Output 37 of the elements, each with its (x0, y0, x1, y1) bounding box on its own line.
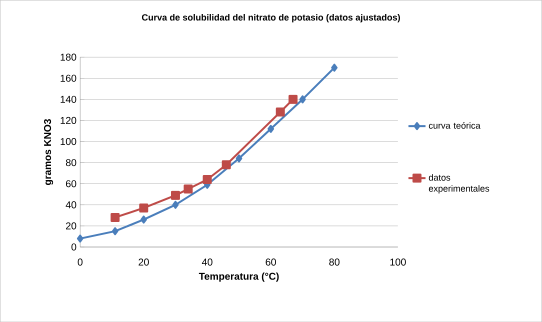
y-tick-label: 0 (71, 243, 76, 250)
x-tick-label: 20 (138, 258, 149, 266)
x-axis-title: Temperatura (°C) (198, 272, 279, 282)
y-tick-label: 60 (66, 180, 76, 188)
x-tick-label: 0 (78, 258, 83, 266)
legend-label: curva teórica (428, 122, 480, 129)
point (76, 234, 84, 242)
point (202, 174, 212, 184)
point (236, 154, 242, 162)
y-axis-title: gramos KNO3 (44, 119, 54, 185)
point (172, 200, 179, 209)
point (140, 216, 147, 224)
x-tick-label: 60 (266, 258, 276, 266)
y-tick-label: 120 (60, 116, 76, 124)
point (139, 203, 148, 212)
point (299, 95, 306, 104)
y-tick-label: 140 (60, 96, 76, 103)
point (288, 94, 298, 104)
point (222, 160, 231, 170)
x-tick-label: 40 (202, 258, 212, 266)
point (331, 64, 338, 72)
x-tick-label: 100 (390, 258, 406, 266)
y-tick-label: 20 (66, 222, 76, 230)
point (276, 107, 285, 116)
point (170, 190, 180, 200)
chart-title: Curva de solubilidad del nitrato de potasio (datos ajustados) (142, 14, 400, 22)
point (268, 124, 274, 133)
y-tick-label: 80 (66, 159, 76, 166)
point (184, 184, 193, 194)
y-tick-label: 180 (60, 54, 76, 61)
point (110, 212, 120, 222)
point (112, 227, 118, 236)
y-tick-label: 40 (66, 201, 76, 208)
y-tick-label: 100 (60, 138, 76, 145)
y-tick-label: 160 (60, 74, 76, 82)
x-tick-label: 80 (329, 258, 340, 266)
legend-label: datos experimentales (428, 174, 490, 194)
